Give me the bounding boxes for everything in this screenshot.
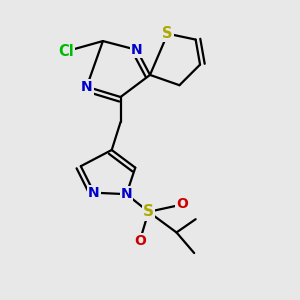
Text: O: O bbox=[134, 234, 146, 248]
Text: S: S bbox=[162, 26, 173, 41]
Text: S: S bbox=[143, 204, 154, 219]
Text: N: N bbox=[88, 186, 100, 200]
Text: N: N bbox=[81, 80, 92, 94]
Text: N: N bbox=[131, 43, 142, 57]
Text: O: O bbox=[176, 197, 188, 212]
Text: N: N bbox=[121, 187, 132, 201]
Text: Cl: Cl bbox=[58, 44, 74, 59]
